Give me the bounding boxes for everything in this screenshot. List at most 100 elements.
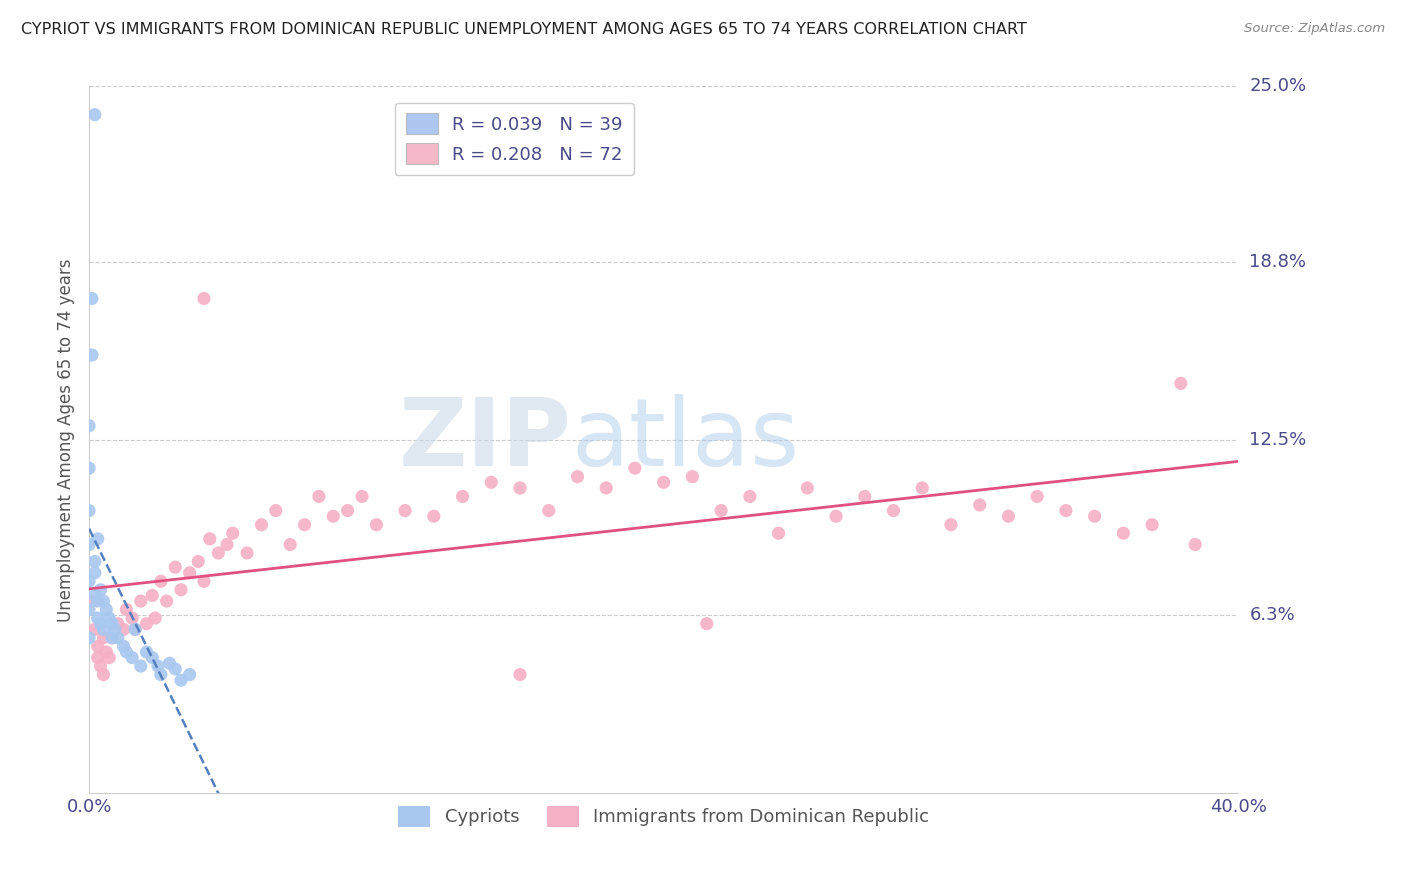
Point xyxy=(90,616,112,631)
Text: CYPRIOT VS IMMIGRANTS FROM DOMINICAN REPUBLIC UNEMPLOYMENT AMONG AGES 65 TO 74 Y: CYPRIOT VS IMMIGRANTS FROM DOMINICAN REP… xyxy=(21,22,1026,37)
Point xyxy=(135,616,157,631)
Point xyxy=(170,582,193,597)
Point xyxy=(969,498,991,512)
Point xyxy=(77,602,100,616)
Point xyxy=(112,640,135,654)
Point xyxy=(796,481,818,495)
Point xyxy=(193,292,215,306)
Point xyxy=(322,509,344,524)
Point xyxy=(129,659,152,673)
Point xyxy=(179,566,201,580)
Point xyxy=(652,475,675,490)
Point xyxy=(93,631,115,645)
Point xyxy=(135,645,157,659)
Point xyxy=(165,662,187,676)
Point xyxy=(1170,376,1192,391)
Point xyxy=(104,623,127,637)
Point xyxy=(107,631,129,645)
Point xyxy=(768,526,790,541)
Point xyxy=(80,348,103,362)
Point xyxy=(143,611,166,625)
Point xyxy=(124,623,146,637)
Legend: Cypriots, Immigrants from Dominican Republic: Cypriots, Immigrants from Dominican Repu… xyxy=(391,798,936,834)
Text: Source: ZipAtlas.com: Source: ZipAtlas.com xyxy=(1244,22,1385,36)
Point xyxy=(681,469,703,483)
Point xyxy=(509,481,531,495)
Point xyxy=(115,645,138,659)
Point xyxy=(86,594,108,608)
Point xyxy=(350,490,373,504)
Point xyxy=(90,659,112,673)
Point xyxy=(738,490,761,504)
Point xyxy=(141,589,163,603)
Text: atlas: atlas xyxy=(572,394,800,486)
Point xyxy=(121,611,143,625)
Text: 25.0%: 25.0% xyxy=(1250,78,1306,95)
Point xyxy=(939,517,962,532)
Point xyxy=(366,517,388,532)
Point xyxy=(997,509,1019,524)
Point xyxy=(156,594,179,608)
Point xyxy=(77,418,100,433)
Point xyxy=(222,526,245,541)
Point xyxy=(825,509,848,524)
Point xyxy=(423,509,446,524)
Point xyxy=(1054,503,1077,517)
Text: 6.3%: 6.3% xyxy=(1250,607,1295,624)
Point xyxy=(149,667,172,681)
Point xyxy=(77,503,100,517)
Point xyxy=(124,623,146,637)
Point xyxy=(308,490,330,504)
Point xyxy=(198,532,221,546)
Point xyxy=(250,517,273,532)
Point xyxy=(141,650,163,665)
Point xyxy=(121,650,143,665)
Point xyxy=(77,461,100,475)
Point xyxy=(451,490,474,504)
Point xyxy=(112,623,135,637)
Point xyxy=(96,645,118,659)
Point xyxy=(624,461,647,475)
Point xyxy=(236,546,259,560)
Point xyxy=(215,537,238,551)
Point xyxy=(1112,526,1135,541)
Point xyxy=(159,657,181,671)
Point xyxy=(278,537,301,551)
Point xyxy=(911,481,934,495)
Point xyxy=(165,560,187,574)
Point xyxy=(83,554,105,568)
Y-axis label: Unemployment Among Ages 65 to 74 years: Unemployment Among Ages 65 to 74 years xyxy=(58,258,75,622)
Point xyxy=(101,616,124,631)
Point xyxy=(149,574,172,589)
Point xyxy=(710,503,733,517)
Point xyxy=(80,292,103,306)
Point xyxy=(193,574,215,589)
Point xyxy=(1026,490,1049,504)
Text: ZIP: ZIP xyxy=(399,394,572,486)
Point xyxy=(77,574,100,589)
Text: 12.5%: 12.5% xyxy=(1250,431,1306,449)
Point xyxy=(90,582,112,597)
Point xyxy=(1140,517,1163,532)
Point xyxy=(146,659,169,673)
Point xyxy=(170,673,193,688)
Point xyxy=(86,650,108,665)
Point xyxy=(86,532,108,546)
Point xyxy=(883,503,905,517)
Point xyxy=(1084,509,1107,524)
Point xyxy=(80,594,103,608)
Point xyxy=(187,554,209,568)
Point xyxy=(101,631,124,645)
Point xyxy=(294,517,316,532)
Point xyxy=(129,594,152,608)
Point xyxy=(853,490,876,504)
Point xyxy=(336,503,359,517)
Point xyxy=(107,616,129,631)
Point xyxy=(567,469,589,483)
Point xyxy=(179,667,201,681)
Point xyxy=(93,667,115,681)
Text: 18.8%: 18.8% xyxy=(1250,252,1306,271)
Point xyxy=(394,503,416,517)
Point xyxy=(83,623,105,637)
Point xyxy=(115,602,138,616)
